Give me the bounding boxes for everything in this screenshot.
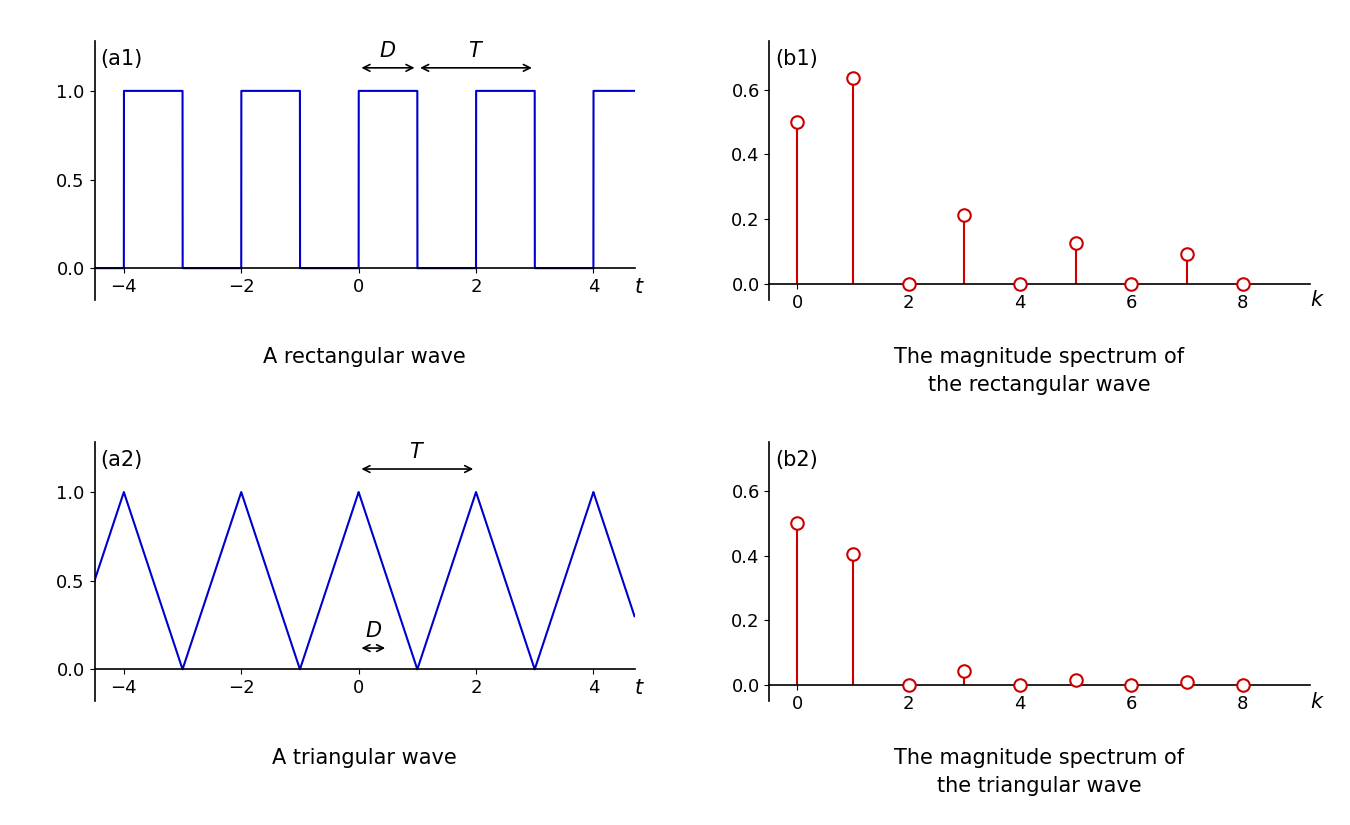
Text: A triangular wave: A triangular wave bbox=[273, 747, 456, 768]
Text: $t$: $t$ bbox=[634, 678, 645, 698]
Text: $D$: $D$ bbox=[364, 621, 382, 641]
Text: (a1): (a1) bbox=[100, 49, 142, 69]
Text: $k$: $k$ bbox=[1310, 691, 1324, 711]
Text: (b2): (b2) bbox=[775, 450, 818, 470]
Text: The magnitude spectrum of
the rectangular wave: The magnitude spectrum of the rectangula… bbox=[895, 346, 1184, 394]
Text: $k$: $k$ bbox=[1310, 290, 1324, 310]
Text: $t$: $t$ bbox=[634, 277, 645, 297]
Text: $T$: $T$ bbox=[409, 442, 425, 462]
Text: $T$: $T$ bbox=[468, 40, 485, 61]
Text: The magnitude spectrum of
the triangular wave: The magnitude spectrum of the triangular… bbox=[895, 747, 1184, 796]
Text: (b1): (b1) bbox=[775, 49, 818, 69]
Text: (a2): (a2) bbox=[100, 450, 142, 470]
Text: $D$: $D$ bbox=[379, 40, 397, 61]
Text: A rectangular wave: A rectangular wave bbox=[263, 346, 466, 366]
